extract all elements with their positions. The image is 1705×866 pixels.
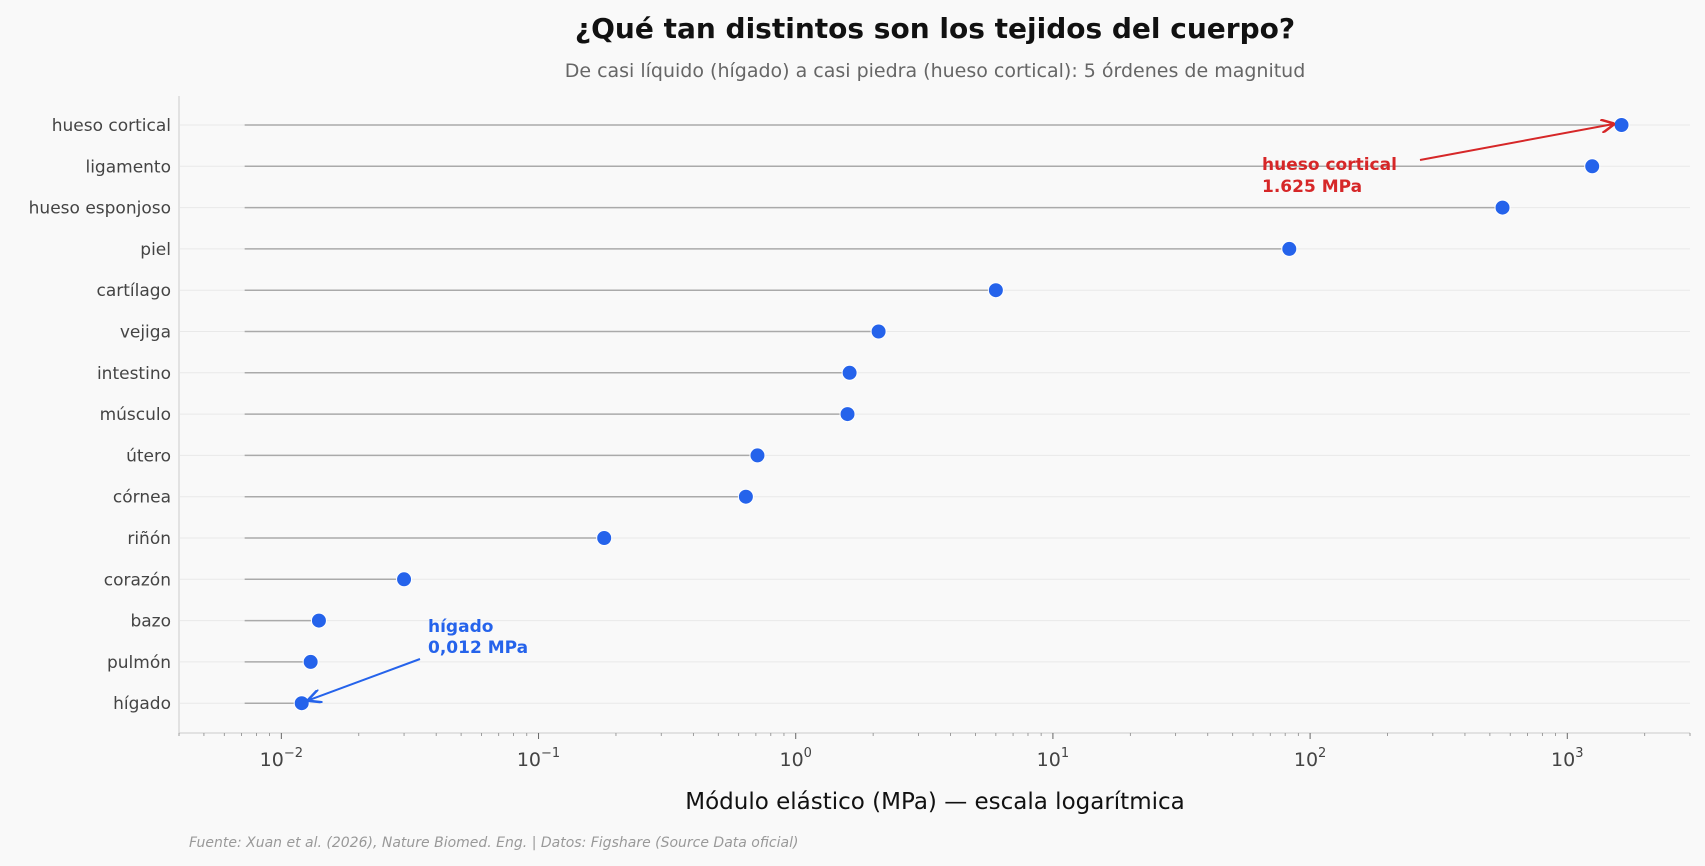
category-label: pulmón: [107, 653, 171, 673]
data-point: [987, 282, 1004, 299]
data-point: [596, 530, 613, 546]
data-point: [737, 488, 754, 505]
category-label: hueso cortical: [52, 116, 171, 136]
category-label: córnea: [113, 488, 171, 508]
category-labels: hueso cortical ligamento hueso esponjoso pi…: [29, 116, 171, 714]
axes: [178, 96, 1690, 734]
annotation-value: 0,012 MPa: [428, 638, 528, 658]
x-tick-label: 102: [1294, 746, 1326, 771]
data-point: [1584, 158, 1601, 175]
category-label: riñón: [127, 529, 171, 549]
x-tick-label: 103: [1551, 746, 1583, 771]
data-point: [1281, 240, 1298, 257]
x-tick-label: 10−1: [517, 746, 560, 771]
source-note: Fuente: Xuan et al. (2026), Nature Biome…: [189, 835, 798, 851]
category-label: hueso esponjoso: [29, 199, 171, 219]
stems: [244, 124, 1622, 704]
category-label: cartílago: [97, 281, 171, 301]
x-axis-label: Módulo elástico (MPa) — escala logarítmi…: [685, 789, 1185, 815]
x-tick-label: 100: [779, 746, 811, 771]
category-label: vejiga: [120, 323, 171, 343]
category-label: músculo: [100, 405, 171, 425]
annotation-label: hígado: [428, 617, 493, 637]
category-label: ligamento: [85, 157, 171, 177]
data-point: [396, 571, 413, 588]
category-label: corazón: [104, 570, 171, 590]
annotation-label: hueso cortical: [1262, 155, 1397, 175]
data-point: [302, 653, 319, 670]
data-point: [310, 612, 327, 629]
category-label: intestino: [97, 364, 171, 384]
category-label: útero: [126, 446, 171, 466]
x-ticks: 10−2 10−1 100 101 102 103: [178, 733, 1691, 771]
category-label: bazo: [130, 612, 171, 632]
category-label: piel: [140, 240, 171, 260]
annotation-arrow: [309, 658, 421, 700]
annotation-arrow: [1419, 124, 1614, 161]
data-point: [1494, 199, 1511, 216]
points: [293, 117, 1630, 712]
data-point: [749, 447, 766, 464]
chart-subtitle: De casi líquido (hígado) a casi piedra (…: [565, 60, 1306, 82]
annotation-value: 1.625 MPa: [1262, 177, 1362, 197]
data-point: [870, 323, 887, 340]
x-tick-label: 10−2: [260, 746, 303, 771]
chart-title: ¿Qué tan distintos son los tejidos del c…: [575, 12, 1295, 45]
data-point: [293, 695, 310, 712]
data-point: [1613, 117, 1630, 133]
category-label: hígado: [113, 694, 171, 714]
data-point: [841, 364, 858, 381]
x-tick-label: 101: [1037, 746, 1069, 771]
data-point: [839, 406, 856, 423]
